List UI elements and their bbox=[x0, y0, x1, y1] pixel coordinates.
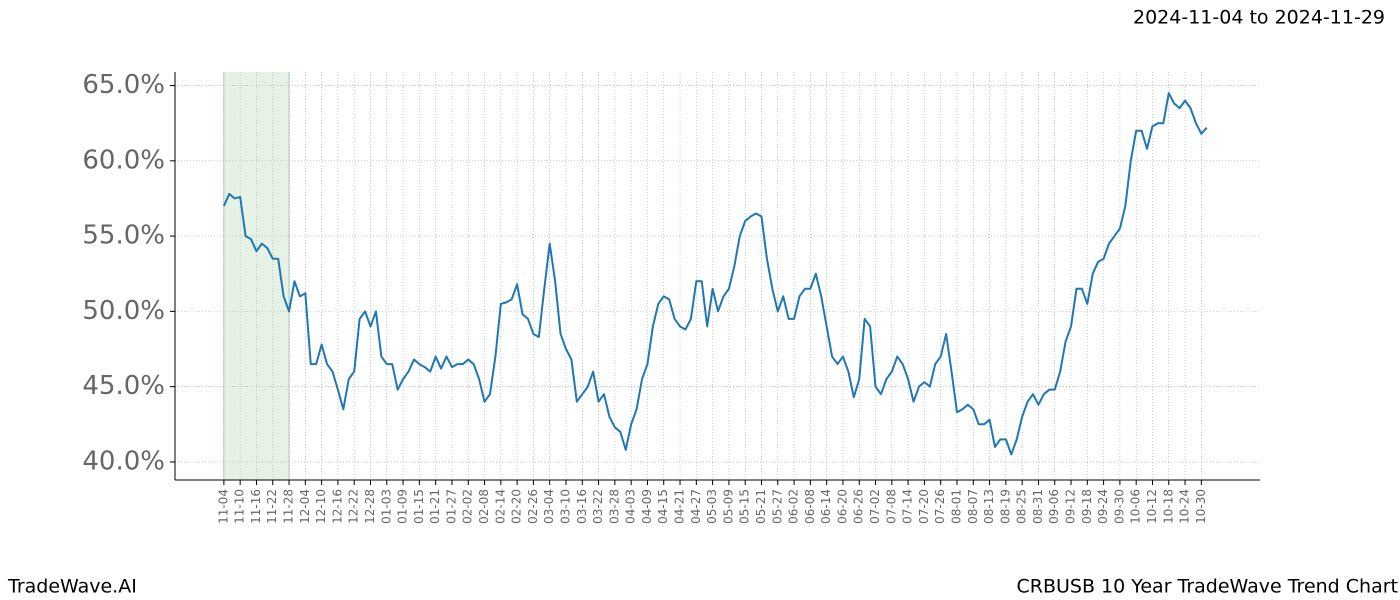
x-tick-label: 02-08 bbox=[477, 489, 491, 524]
x-tick-label: 04-15 bbox=[656, 489, 670, 524]
x-tick-label: 11-28 bbox=[282, 489, 296, 524]
x-tick-label: 02-02 bbox=[461, 489, 475, 524]
x-tick-label: 07-26 bbox=[933, 489, 947, 524]
x-tick-label: 02-20 bbox=[510, 489, 524, 524]
x-tick-label: 03-04 bbox=[542, 489, 556, 524]
x-tick-label: 03-10 bbox=[558, 489, 572, 524]
x-tick-label: 12-22 bbox=[347, 489, 361, 524]
x-tick-label: 08-19 bbox=[998, 489, 1012, 524]
x-tick-label: 02-26 bbox=[526, 489, 540, 524]
y-tick-label: 45.0% bbox=[82, 371, 165, 401]
x-tick-label: 11-10 bbox=[233, 489, 247, 524]
x-tick-label: 04-03 bbox=[624, 489, 638, 524]
chart-title: CRBUSB 10 Year TradeWave Trend Chart bbox=[1017, 576, 1398, 598]
x-tick-label: 10-30 bbox=[1194, 489, 1208, 524]
x-tick-label: 05-21 bbox=[754, 489, 768, 524]
x-tick-label: 12-28 bbox=[363, 489, 377, 524]
y-tick-label: 55.0% bbox=[82, 221, 165, 251]
x-tick-label: 01-15 bbox=[412, 489, 426, 524]
x-tick-label: 06-26 bbox=[852, 489, 866, 524]
x-tick-label: 06-08 bbox=[803, 489, 817, 524]
x-tick-label: 07-14 bbox=[901, 489, 915, 524]
x-tick-label: 06-20 bbox=[835, 489, 849, 524]
x-tick-label: 04-09 bbox=[640, 489, 654, 524]
x-tick-label: 06-02 bbox=[787, 489, 801, 524]
x-tick-label: 12-04 bbox=[298, 489, 312, 524]
x-tick-label: 08-25 bbox=[1015, 489, 1029, 524]
x-tick-label: 05-27 bbox=[770, 489, 784, 524]
x-tick-label: 01-03 bbox=[379, 489, 393, 524]
y-tick-label: 40.0% bbox=[82, 446, 165, 476]
x-tick-label: 08-01 bbox=[949, 489, 963, 524]
x-tick-label: 07-20 bbox=[917, 489, 931, 524]
x-tick-label: 07-02 bbox=[868, 489, 882, 524]
x-tick-label: 09-24 bbox=[1096, 489, 1110, 524]
x-tick-label: 12-16 bbox=[330, 489, 344, 524]
x-tick-label: 09-30 bbox=[1112, 489, 1126, 524]
x-tick-label: 08-13 bbox=[982, 489, 996, 524]
date-range: 2024-11-04 to 2024-11-29 bbox=[1133, 7, 1385, 29]
x-tick-label: 09-12 bbox=[1064, 489, 1078, 524]
x-tick-label: 11-22 bbox=[265, 489, 279, 524]
y-tick-label: 50.0% bbox=[82, 296, 165, 326]
x-tick-label: 03-16 bbox=[575, 489, 589, 524]
x-tick-label: 09-06 bbox=[1047, 489, 1061, 524]
x-tick-label: 04-27 bbox=[689, 489, 703, 524]
x-tick-label: 01-09 bbox=[396, 489, 410, 524]
x-tick-label: 10-18 bbox=[1161, 489, 1175, 524]
x-tick-label: 01-21 bbox=[428, 489, 442, 524]
y-tick-label: 60.0% bbox=[82, 145, 165, 175]
x-tick-label: 02-14 bbox=[493, 489, 507, 524]
x-tick-label: 10-12 bbox=[1145, 489, 1159, 524]
x-tick-label: 05-03 bbox=[705, 489, 719, 524]
x-tick-label: 01-27 bbox=[444, 489, 458, 524]
x-tick-label: 05-09 bbox=[721, 489, 735, 524]
y-tick-label: 65.0% bbox=[82, 70, 165, 100]
x-tick-label: 11-16 bbox=[249, 489, 263, 524]
x-tick-label: 11-04 bbox=[216, 489, 230, 524]
x-tick-label: 04-21 bbox=[673, 489, 687, 524]
x-tick-label: 10-06 bbox=[1129, 489, 1143, 524]
x-tick-label: 09-18 bbox=[1080, 489, 1094, 524]
x-tick-label: 10-24 bbox=[1178, 489, 1192, 524]
x-tick-label: 05-15 bbox=[738, 489, 752, 524]
x-tick-label: 03-28 bbox=[607, 489, 621, 524]
x-tick-label: 08-31 bbox=[1031, 489, 1045, 524]
x-tick-label: 12-10 bbox=[314, 489, 328, 524]
watermark: TradeWave.AI bbox=[7, 576, 137, 598]
x-tick-label: 07-08 bbox=[884, 489, 898, 524]
x-tick-label: 08-07 bbox=[966, 489, 980, 524]
trend-line bbox=[222, 92, 1208, 456]
x-tick-label: 06-14 bbox=[819, 489, 833, 524]
x-tick-label: 03-22 bbox=[591, 489, 605, 524]
